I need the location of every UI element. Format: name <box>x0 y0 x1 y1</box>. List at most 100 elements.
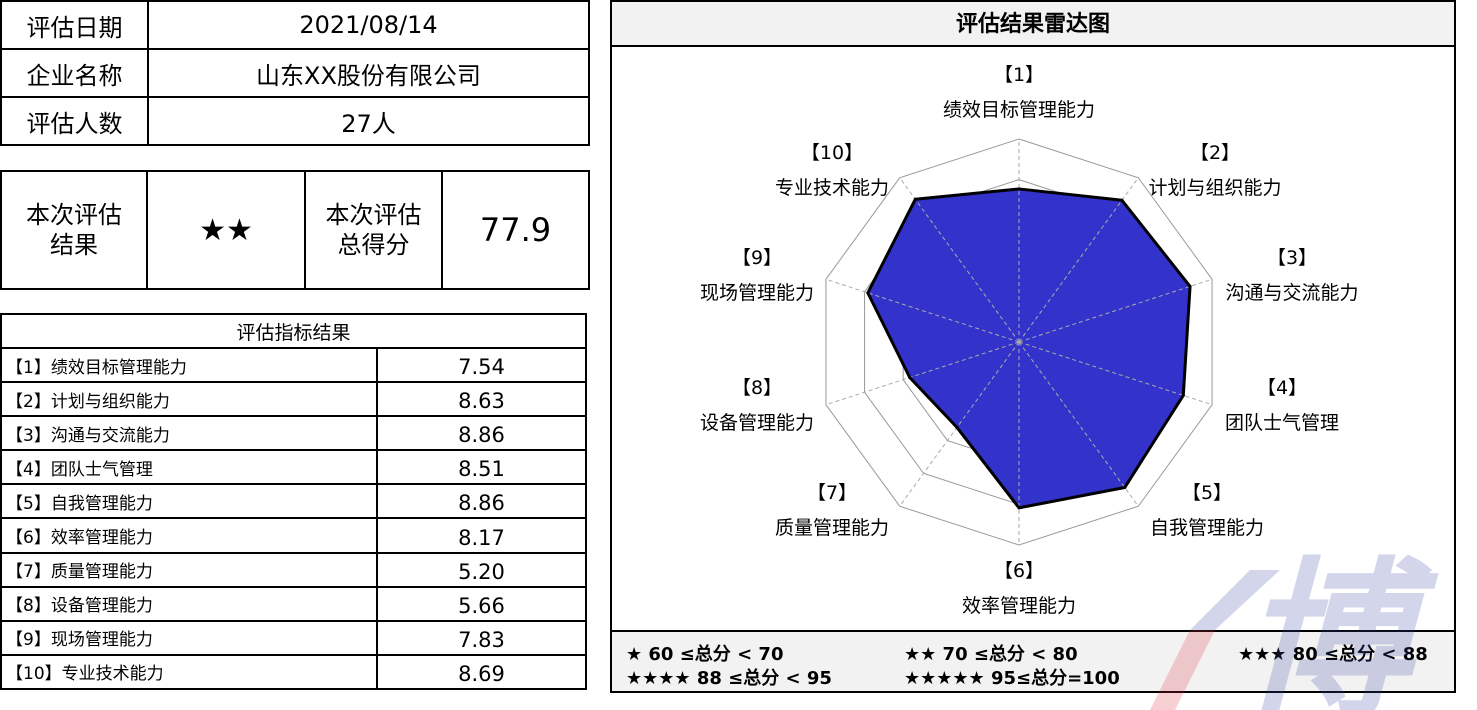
indicator-name: 【4】团队士气管理 <box>0 449 378 486</box>
axis-label-number: 【9】 <box>731 247 783 269</box>
axis-label-name: 计划与组织能力 <box>1148 177 1282 199</box>
value-date: 2021/08/14 <box>147 0 590 50</box>
legend-item: ★ 60 ≤总分 < 70 <box>626 644 784 665</box>
table-row: 【9】现场管理能力 7.83 <box>0 619 587 656</box>
info-table: 评估日期 2021/08/14 企业名称 山东XX股份有限公司 评估人数 27人 <box>0 0 590 146</box>
legend-item: ★★★★ 88 ≤总分 < 95 <box>626 668 832 689</box>
axis-label: 【10】专业技术能力 <box>775 136 889 206</box>
axis-line <box>1018 341 1213 406</box>
axis-label-name: 现场管理能力 <box>699 282 815 304</box>
axis-line <box>1018 177 1139 343</box>
axis-line <box>1018 341 1139 507</box>
label-date: 评估日期 <box>0 0 149 50</box>
data-point <box>1017 187 1021 191</box>
indicator-name: 【2】计划与组织能力 <box>0 381 378 418</box>
indicator-value: 8.86 <box>376 483 587 520</box>
value-company: 山东XX股份有限公司 <box>147 48 590 98</box>
axis-label-name: 沟通与交流能力 <box>1225 282 1359 304</box>
table-row: 【4】团队士气管理 8.51 <box>0 449 587 486</box>
table-row: 【10】专业技术能力 8.69 <box>0 653 587 691</box>
axis-label-number: 【10】 <box>800 142 864 164</box>
axis-label: 【1】绩效目标管理能力 <box>943 58 1095 128</box>
indicator-name: 【9】现场管理能力 <box>0 619 378 656</box>
table-row: 【3】沟通与交流能力 8.86 <box>0 415 587 452</box>
table-row: 【6】效率管理能力 8.17 <box>0 517 587 554</box>
score-label: 本次评估总得分 <box>304 170 443 290</box>
indicator-header: 评估指标结果 <box>0 313 587 349</box>
table-row: 【8】设备管理能力 5.66 <box>0 585 587 622</box>
total-score: 77.9 <box>441 170 590 290</box>
table-row: 企业名称 山东XX股份有限公司 <box>0 48 590 98</box>
axis-label: 【7】质量管理能力 <box>775 476 889 546</box>
table-row: 评估指标结果 <box>0 313 587 349</box>
indicator-value: 8.63 <box>376 381 587 418</box>
legend-item: ★★ 70 ≤总分 < 80 <box>904 644 1078 665</box>
indicator-name: 【10】专业技术能力 <box>0 653 378 691</box>
axis-label-number: 【5】 <box>1181 482 1233 504</box>
radar-chart <box>825 138 1213 546</box>
axis-label-number: 【1】 <box>993 64 1045 86</box>
axis-line <box>899 341 1020 507</box>
data-point <box>1120 198 1124 202</box>
axis-label: 【8】 设备管理能力 <box>700 371 814 441</box>
axis-line <box>1018 278 1213 343</box>
axis-label-name: 效率管理能力 <box>961 595 1077 617</box>
indicator-name: 【3】沟通与交流能力 <box>0 415 378 452</box>
axis-label-number: 【2】 <box>1189 142 1241 164</box>
table-row: 评估日期 2021/08/14 <box>0 0 590 50</box>
data-point <box>913 197 917 201</box>
data-area <box>867 188 1191 508</box>
grid-ring <box>825 138 1213 546</box>
value-count: 27人 <box>147 96 590 146</box>
data-point <box>955 425 959 429</box>
axis-label-name: 自我管理能力 <box>1149 517 1265 539</box>
indicator-value: 5.20 <box>376 551 587 588</box>
rating-stars: ★★ <box>146 170 306 290</box>
axis-label-name: 质量管理能力 <box>774 517 890 539</box>
indicator-name: 【1】绩效目标管理能力 <box>0 346 378 384</box>
label-company: 企业名称 <box>0 48 149 98</box>
data-point <box>1188 284 1192 288</box>
axis-label-name: 团队士气管理 <box>1224 412 1340 434</box>
axis-line <box>825 278 1020 343</box>
axis-label-number: 【6】 <box>993 560 1045 582</box>
indicator-value: 8.86 <box>376 415 587 452</box>
indicator-value: 7.54 <box>376 346 587 384</box>
indicator-name: 【7】质量管理能力 <box>0 551 378 588</box>
table-row: 【7】质量管理能力 5.20 <box>0 551 587 588</box>
table-row: 【5】自我管理能力 8.86 <box>0 483 587 520</box>
table-row: 评估人数 27人 <box>0 96 590 146</box>
indicator-value: 7.83 <box>376 619 587 656</box>
indicator-name: 【5】自我管理能力 <box>0 483 378 520</box>
indicator-value: 8.17 <box>376 517 587 554</box>
axis-label: 【9】现场管理能力 <box>700 241 814 311</box>
data-point <box>1181 393 1185 397</box>
axis-label: 【2】计划与组织能力 <box>1148 136 1281 206</box>
rating-label: 本次评估结果 <box>0 170 148 290</box>
axis-label-number: 【3】 <box>1266 247 1318 269</box>
indicator-value: 5.66 <box>376 585 587 622</box>
axis-label-name: 绩效目标管理能力 <box>942 99 1096 121</box>
indicator-name: 【8】设备管理能力 <box>0 585 378 622</box>
indicator-name: 【6】效率管理能力 <box>0 517 378 554</box>
data-point <box>1017 506 1021 510</box>
legend: ★ 60 ≤总分 < 70 ★★ 70 ≤总分 < 80 ★★★ 80 ≤总分 … <box>612 630 1454 691</box>
radar-panel: 评估结果雷达图 【1】 绩效目标管理能力 【2】 计划与组织能力 【3】 沟通与交流能力【… <box>610 0 1456 693</box>
table-row: 【1】绩效目标管理能力 7.54 <box>0 346 587 384</box>
chart-title: 评估结果雷达图 <box>612 2 1454 47</box>
axis-line <box>899 177 1020 343</box>
table-row: 【2】计划与组织能力 8.63 <box>0 381 587 418</box>
data-point <box>908 376 912 380</box>
data-point <box>866 291 870 295</box>
legend-item: ★★★ 80 ≤总分 < 88 <box>1238 644 1428 665</box>
indicator-value: 8.51 <box>376 449 587 486</box>
axis-label-name: 专业技术能力 <box>774 177 890 199</box>
result-table: 本次评估结果 ★★ 本次评估总得分 77.9 <box>0 170 590 290</box>
axis-label-number: 【4】 <box>1256 377 1308 399</box>
indicator-table: 评估指标结果 【1】绩效目标管理能力 7.54 【2】计划与组织能力 8.63 【3】沟通… <box>0 313 587 691</box>
axis-line <box>825 341 1020 406</box>
axis-label-name: 设备管理能力 <box>699 412 815 434</box>
axis-label: 【5】自我管理能力 <box>1150 476 1264 546</box>
label-count: 评估人数 <box>0 96 149 146</box>
axis-label-number: 【7】 <box>806 482 858 504</box>
